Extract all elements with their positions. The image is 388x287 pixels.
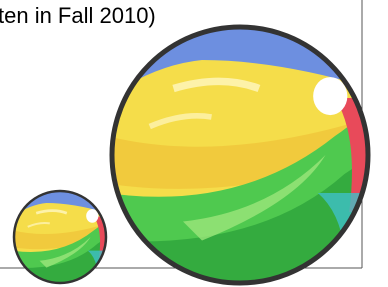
small-beach-ball — [12, 189, 107, 284]
screenshot: ten in Fall 2010) — [0, 0, 388, 287]
page: ten in Fall 2010) (() => { const data = … — [0, 0, 388, 287]
large-beach-ball — [107, 22, 373, 287]
caption-text: ten in Fall 2010) — [0, 3, 156, 28]
